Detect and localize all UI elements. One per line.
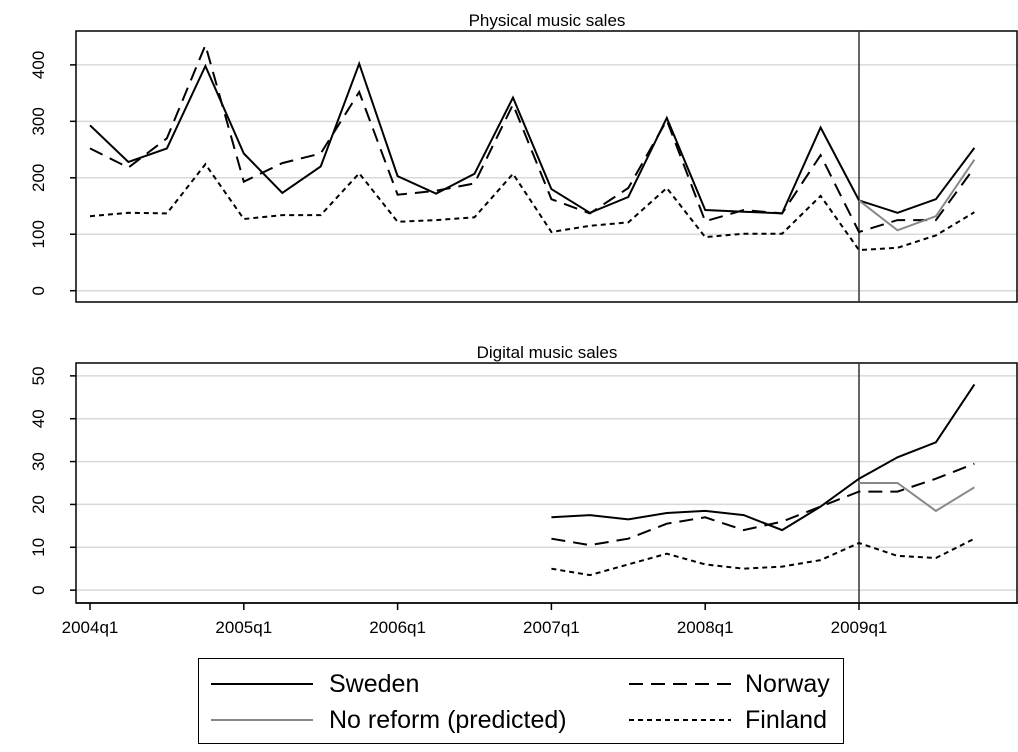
y-tick-label-1-30: 30	[29, 452, 48, 471]
legend-item-sweden: Sweden	[211, 667, 419, 701]
legend-label-predicted: No reform (predicted)	[329, 705, 567, 734]
y-tick-label-0-100: 100	[29, 220, 48, 248]
series-line-1-sweden	[551, 383, 976, 532]
legend-label-finland: Finland	[745, 705, 827, 734]
y-tick-label-0-400: 400	[29, 51, 48, 79]
legend-label-sweden: Sweden	[329, 669, 420, 698]
series-line-1-finland	[551, 537, 975, 577]
legend-item-finland: Finland	[629, 703, 827, 737]
chart-title-1: Digital music sales	[477, 343, 618, 362]
series-line-0-sweden	[89, 60, 976, 215]
y-tick-label-1-40: 40	[29, 409, 48, 428]
legend-label-norway: Norway	[745, 669, 830, 698]
y-tick-label-0-0: 0	[29, 286, 48, 295]
legend-swatch-norway	[629, 683, 731, 685]
x-tick-label-2006q1: 2006q1	[369, 618, 426, 637]
chart-title-0: Physical music sales	[469, 11, 626, 30]
y-tick-label-1-20: 20	[29, 495, 48, 514]
series-line-1-norway	[551, 462, 975, 547]
legend-swatch-finland	[629, 719, 731, 721]
legend-swatch-sweden	[211, 683, 313, 685]
series-line-0-norway	[89, 42, 976, 234]
x-tick-label-2009q1: 2009q1	[831, 618, 888, 637]
legend-item-norway: Norway	[629, 667, 830, 701]
series-line-1-no-reform-predicted-	[859, 482, 975, 513]
y-tick-label-1-50: 50	[29, 366, 48, 385]
y-tick-label-0-200: 200	[29, 164, 48, 192]
y-tick-label-0-300: 300	[29, 107, 48, 135]
x-tick-label-2008q1: 2008q1	[677, 618, 734, 637]
legend-swatch-predicted	[211, 719, 313, 721]
legend: Sweden Norway No reform (predicted) Finl…	[198, 658, 844, 744]
x-tick-label-2004q1: 2004q1	[62, 618, 119, 637]
x-tick-label-2007q1: 2007q1	[523, 618, 580, 637]
y-tick-label-1-0: 0	[29, 585, 48, 594]
series-line-0-no-reform-predicted-	[858, 159, 976, 232]
legend-item-predicted: No reform (predicted)	[211, 703, 567, 737]
x-tick-label-2005q1: 2005q1	[215, 618, 272, 637]
y-tick-label-1-10: 10	[29, 538, 48, 557]
plot-frame-0	[75, 30, 1018, 303]
series-line-0-finland	[89, 162, 975, 252]
